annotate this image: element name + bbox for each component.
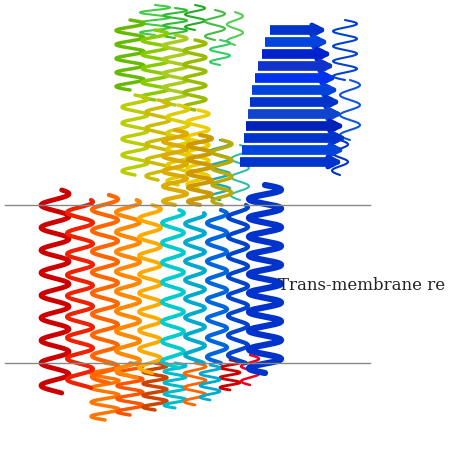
Text: Trans-membrane re: Trans-membrane re <box>278 276 445 293</box>
